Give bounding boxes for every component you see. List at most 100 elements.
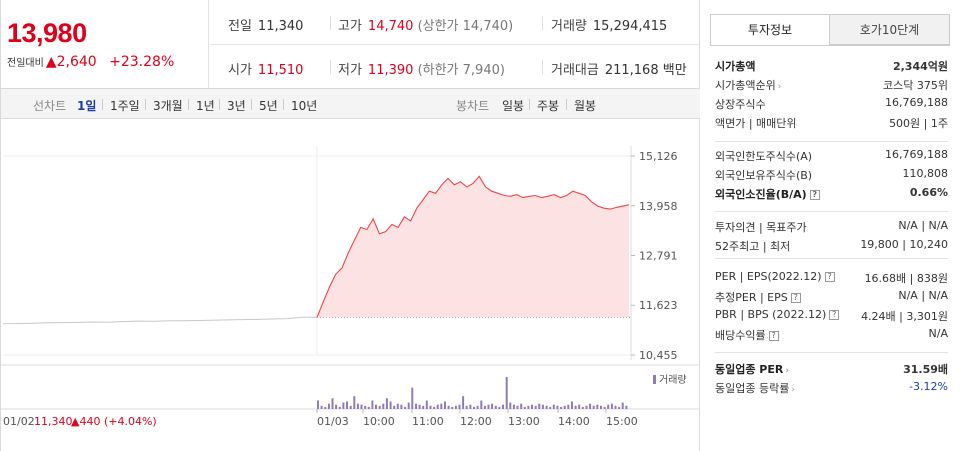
info-row[interactable]: 시가총액순위 › 코스닥 375위 [715, 77, 948, 96]
tab-1d[interactable]: 1일 [77, 99, 97, 113]
volume-bar [396, 403, 399, 409]
volume-bar [567, 404, 570, 409]
chevron-right-icon[interactable]: › [791, 385, 795, 395]
tab-order-book[interactable]: 호가10단계 [830, 15, 949, 45]
tab-daily[interactable]: 일봉 [502, 99, 525, 113]
volume-bar [600, 405, 602, 409]
stat-high: 고가 14,740 (상한가 14,740) [338, 19, 514, 34]
x-tick-label: 15:00 [606, 415, 638, 428]
intraday-chart: 15,126 13,958 12,791 11,623 10,455 거래량 01/03 10… [1, 146, 700, 428]
help-icon[interactable]: ? [768, 331, 779, 341]
volume-bar [505, 377, 508, 409]
volume-bar [317, 400, 319, 409]
volume-bar [618, 406, 621, 409]
info-row: 액면가 | 매매단위 500원 | 1주 [715, 115, 948, 134]
info-row[interactable]: 배당수익률? N/A [715, 327, 948, 346]
volume-bar [393, 405, 396, 409]
volume-bar [338, 406, 341, 409]
volume-bar [356, 403, 359, 409]
volume-bar [469, 404, 472, 409]
info-row: 외국인한도주식수(A) 16,769,188 [715, 148, 948, 167]
volume-bar [451, 406, 454, 409]
volume-bar [331, 398, 334, 409]
info-row[interactable]: 추정PER | EPS? N/A | N/A [715, 289, 948, 308]
volume-bar [476, 405, 479, 409]
info-value: 110,808 [902, 167, 949, 180]
volume-bar [603, 406, 606, 409]
info-row: 시가총액 2,344억원 [715, 58, 948, 77]
period-tab-bar: 선차트 1일 1주일 3개월 1년 3년 5년 10년 봉차트 일봉 주봉 월봉 [1, 88, 700, 119]
tab-invest-info[interactable]: 투자정보 [711, 15, 830, 45]
info-row[interactable]: PBR | BPS (2022.12)? 4.24배 | 3,301원 [715, 308, 948, 327]
info-key: 액면가 | 매매단위 [715, 117, 797, 130]
info-value: 19,800 | 10,240 [860, 238, 948, 251]
info-key: 동일업종 PER › [715, 363, 790, 376]
tab-5y[interactable]: 5년 [259, 99, 278, 113]
volume-bar [527, 405, 530, 409]
volume-bar [552, 404, 555, 409]
help-icon[interactable]: ? [790, 293, 801, 303]
info-row[interactable]: 동일업종 PER › 31.59배 [715, 361, 948, 380]
y-tick-label: 11,623 [639, 299, 678, 312]
info-key: 동일업종 등락률 › [715, 382, 795, 395]
info-key: 배당수익률? [715, 327, 779, 343]
y-tick-label: 10,455 [639, 349, 678, 362]
volume-bar [342, 402, 345, 409]
volume-bar [610, 403, 613, 409]
volume-bar [433, 406, 436, 409]
x-tick-label: 11:00 [412, 415, 444, 428]
volume-bar [592, 405, 595, 409]
tab-1y[interactable]: 1년 [196, 99, 215, 113]
info-value: 0.66% [909, 186, 948, 199]
volume-bar [465, 405, 468, 409]
info-row[interactable]: 외국인소진율(B/A)? 0.66% [715, 186, 948, 205]
volume-legend-label: 거래량 [659, 374, 687, 386]
chevron-right-icon[interactable]: › [785, 366, 790, 376]
info-key: 추정PER | EPS? [715, 289, 801, 305]
info-row[interactable]: PER | EPS(2022.12)? 16.68배 | 838원 [715, 270, 948, 289]
y-tick-label: 12,791 [639, 249, 678, 262]
volume-bar [429, 405, 432, 409]
help-icon[interactable]: ? [829, 310, 840, 320]
info-key: PBR | BPS (2022.12)? [715, 308, 840, 321]
info-value: N/A | N/A [898, 219, 948, 232]
stat-prev-close: 전일 11,340 [228, 19, 304, 34]
volume-bar [436, 404, 439, 409]
volume-bar [444, 401, 446, 409]
info-key: PER | EPS(2022.12)? [715, 270, 835, 283]
info-key: 외국인보유주식수(B) [715, 169, 813, 182]
info-row: 외국인보유주식수(B) 110,808 [715, 167, 948, 186]
tab-3m[interactable]: 3개월 [153, 99, 183, 113]
info-value: 2,344억원 [892, 60, 948, 73]
info-value: 31.59배 [903, 363, 948, 376]
volume-bar [563, 405, 566, 409]
volume-bar [454, 405, 457, 409]
tab-1w[interactable]: 1주일 [110, 99, 140, 113]
info-value: 500원 | 1주 [889, 117, 948, 130]
tab-3y[interactable]: 3년 [227, 99, 246, 113]
help-icon[interactable]: ? [809, 190, 820, 200]
tab-monthly[interactable]: 월봉 [574, 99, 597, 113]
volume-bar [589, 403, 592, 409]
info-group-foreign: 외국인한도주식수(A) 16,769,188 외국인보유주식수(B) 110,808 외… [715, 148, 948, 205]
volume-bar [483, 405, 486, 409]
stock-main-panel: 13,980 전일대비 ▲2,640 +23.28% 전일 11,340 고가 14,… [0, 0, 700, 451]
info-row[interactable]: 동일업종 등락률 › -3.12% [715, 380, 948, 399]
info-key: 상장주식수 [715, 98, 766, 111]
volume-bar [389, 401, 392, 409]
volume-bar [422, 405, 425, 409]
footer-price: 11,340 [34, 415, 73, 428]
previous-day-line [2, 316, 317, 325]
volume-bar [523, 406, 526, 409]
help-icon[interactable]: ? [824, 272, 835, 282]
stat-low: 저가 11,390 (하한가 7,940) [338, 63, 505, 78]
volume-legend-swatch [653, 375, 656, 384]
tab-weekly[interactable]: 주봉 [537, 99, 560, 113]
tab-10y[interactable]: 10년 [291, 99, 318, 113]
volume-bar [447, 405, 450, 409]
chevron-right-icon[interactable]: › [777, 82, 782, 92]
volume-bar [371, 400, 374, 409]
volume-bar [549, 406, 552, 409]
volume-bar [614, 405, 617, 409]
stat-amount: 거래대금 211,168 백만 [551, 63, 687, 78]
